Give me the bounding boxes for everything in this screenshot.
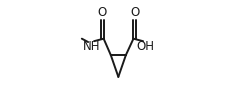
Text: OH: OH [137, 40, 155, 53]
Text: O: O [98, 6, 107, 19]
Text: NH: NH [83, 40, 100, 53]
Text: O: O [130, 6, 139, 19]
